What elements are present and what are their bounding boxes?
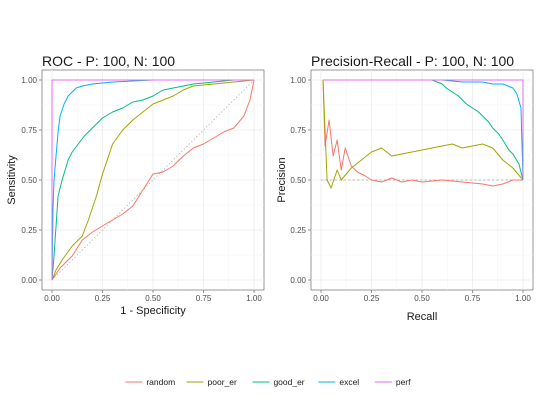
legend-label: perf [396, 377, 411, 387]
pr-x-tick-label: 0.75 [465, 294, 481, 303]
roc-y-ticks: 0.00 0.25 0.50 0.75 1.00 [21, 76, 42, 285]
pr-y-tick-label: 0.75 [290, 126, 306, 135]
roc-series-good-er [51, 79, 254, 281]
roc-y-tick-label: 0.25 [21, 226, 37, 235]
roc-y-tick-label: 1.00 [21, 76, 37, 85]
legend-item-random: random [125, 377, 175, 387]
pr-series-poor-er [322, 79, 524, 189]
pr-y-ticks: 0.00 0.25 0.50 0.75 1.00 [290, 76, 311, 285]
pr-x-axis-title: Recall [407, 311, 438, 323]
pr-y-tick-label: 1.00 [290, 76, 306, 85]
roc-x-tick-label: 0.75 [196, 294, 212, 303]
roc-panel: ROC - P: 100, N: 100 0.00 0.25 0.50 0.75 1.0… [6, 53, 265, 317]
roc-x-axis-title: 1 - Specificity [120, 305, 186, 317]
roc-x-ticks: 0.00 0.25 0.50 0.75 1.00 [44, 290, 262, 303]
pr-y-tick-label: 0.50 [290, 176, 306, 185]
pr-x-tick-label: 0.50 [414, 294, 430, 303]
roc-series-group [51, 79, 255, 281]
legend-item-poor-er: poor_er [186, 377, 237, 387]
roc-series-poor-er [51, 79, 255, 281]
pr-x-tick-label: 0.25 [364, 294, 380, 303]
legend-item-perf: perf [374, 377, 411, 387]
legend-label: poor_er [208, 377, 237, 387]
legend-label: random [146, 377, 175, 387]
legend: random poor_er good_er excel perf [125, 377, 411, 387]
roc-y-tick-label: 0.50 [21, 176, 37, 185]
roc-series-perf [51, 79, 254, 280]
pr-x-tick-label: 1.00 [515, 294, 531, 303]
roc-y-tick-label: 0.75 [21, 126, 37, 135]
roc-x-tick-label: 0.50 [145, 294, 161, 303]
roc-x-tick-label: 0.25 [95, 294, 111, 303]
legend-label: good_er [273, 377, 304, 387]
pr-y-axis-title: Precision [276, 157, 288, 202]
pr-y-tick-label: 0.00 [290, 276, 306, 285]
legend-label: excel [339, 377, 359, 387]
pr-panel: Precision-Recall - P: 100, N: 100 0.00 0.… [276, 53, 534, 323]
roc-y-tick-label: 0.00 [21, 276, 37, 285]
roc-x-tick-label: 0.00 [44, 294, 60, 303]
legend-item-good-er: good_er [252, 377, 305, 387]
pr-series-random [322, 79, 523, 187]
legend-item-excel: excel [318, 377, 359, 387]
roc-title: ROC - P: 100, N: 100 [42, 53, 175, 69]
pr-title: Precision-Recall - P: 100, N: 100 [311, 53, 514, 69]
roc-x-tick-label: 1.00 [246, 294, 262, 303]
pr-series-group [322, 79, 524, 189]
pr-series-perf [323, 79, 524, 180]
pr-y-tick-label: 0.25 [290, 226, 306, 235]
roc-y-axis-title: Sensitivity [6, 155, 18, 205]
roc-series-excel [51, 79, 254, 281]
pr-grid [311, 70, 533, 290]
pr-x-tick-label: 0.00 [313, 294, 329, 303]
pr-x-ticks: 0.00 0.25 0.50 0.75 1.00 [313, 290, 531, 303]
roc-series-random [51, 79, 255, 281]
